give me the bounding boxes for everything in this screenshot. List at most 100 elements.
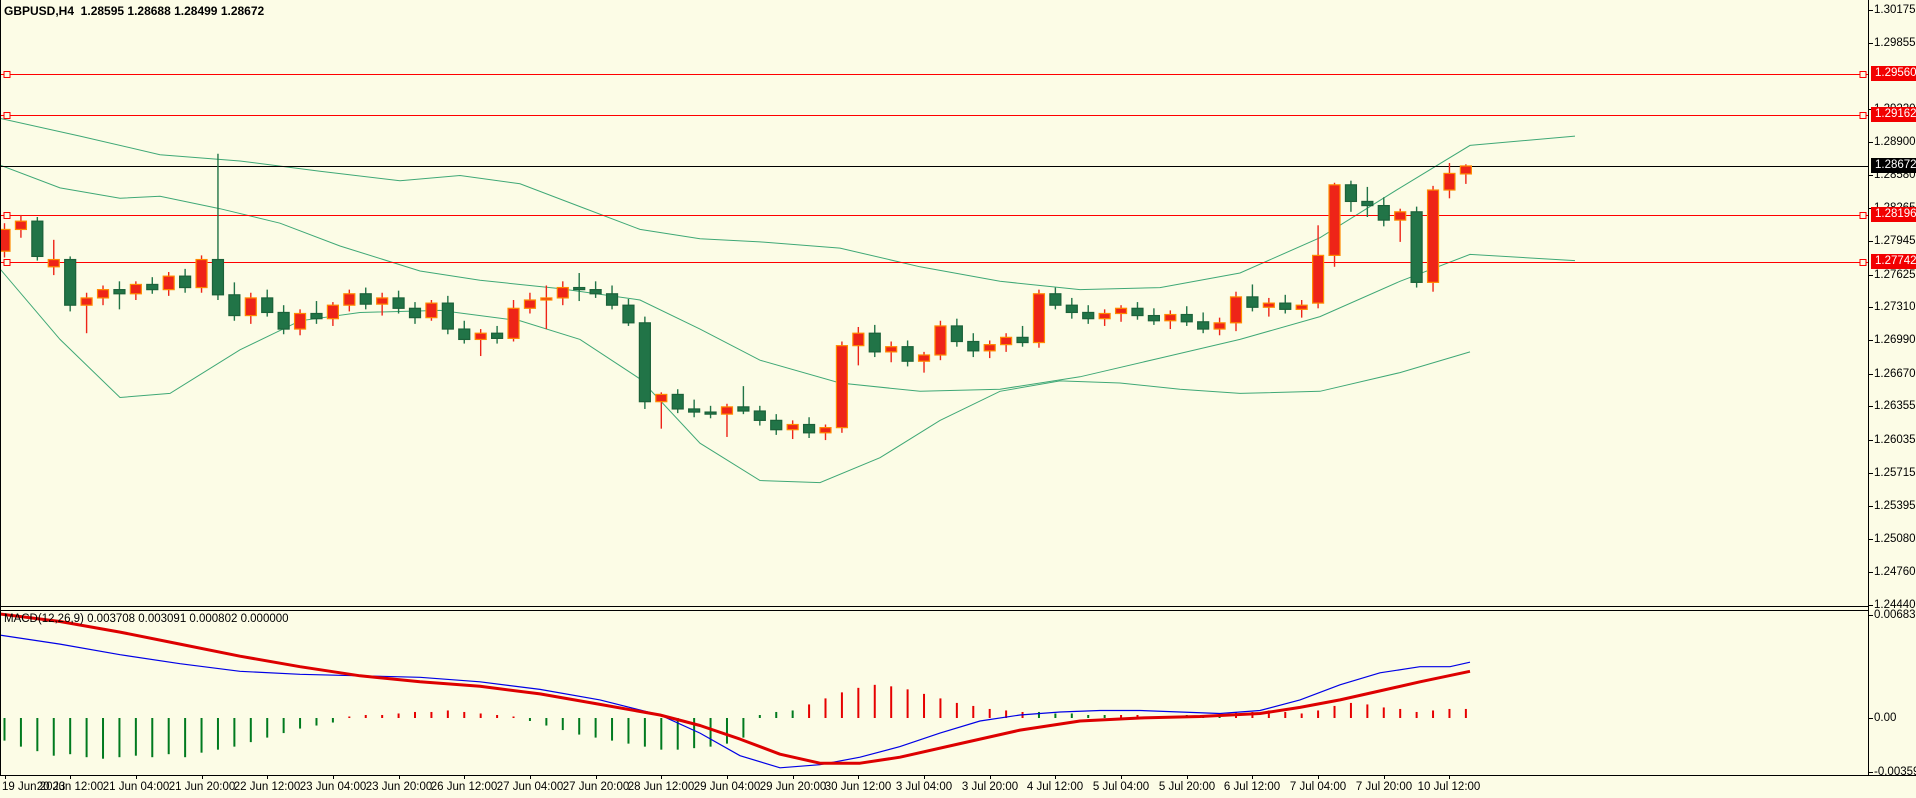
time-axis-label: 7 Jul 04:00 (1289, 781, 1347, 793)
macd-line (0, 634, 1471, 769)
price-axis-label: 1.27945 (1874, 235, 1916, 247)
time-axis-label: 21 Jun 20:00 (168, 781, 236, 793)
line-anchor-handle (1859, 71, 1867, 78)
candle-body (64, 258, 77, 306)
time-axis-label: 28 Jun 12:00 (627, 781, 695, 793)
candle-body (1279, 302, 1292, 310)
candle-body (96, 289, 110, 299)
candle-body (408, 307, 422, 319)
level-price-badge: 1.29162 (1871, 107, 1916, 122)
time-axis-label: 27 Jun 20:00 (562, 781, 630, 793)
time-axis-label: 27 Jun 04:00 (496, 781, 564, 793)
candle-body (1361, 200, 1374, 207)
candle-body (343, 293, 356, 306)
candle-body (1459, 165, 1472, 175)
candle-body (638, 322, 651, 403)
candle-body (113, 289, 126, 295)
candle-body (1426, 189, 1440, 283)
bollinger-middle-band (0, 164, 1576, 392)
candle-body (1377, 204, 1390, 221)
price-axis-label: 1.28900 (1874, 136, 1916, 148)
candle-body (1180, 313, 1193, 323)
time-axis-label: 23 Jun 04:00 (299, 781, 367, 793)
candle-body (786, 423, 799, 431)
time-axis-label: 5 Jul 20:00 (1158, 781, 1216, 793)
time-axis-label: 7 Jul 20:00 (1355, 781, 1413, 793)
candle-body (1262, 302, 1275, 308)
candle-body (1311, 254, 1325, 304)
candle-body (1114, 307, 1128, 315)
price-axis-label: 1.26990 (1874, 334, 1916, 346)
candle-body (802, 423, 816, 434)
price-axis-label: 1.29855 (1874, 37, 1916, 49)
macd-axis-label: 0.006832 (1874, 609, 1916, 621)
candle-body (195, 258, 208, 289)
candle-body (852, 332, 865, 347)
bollinger-lower-band (0, 268, 1471, 484)
line-anchor-handle (1859, 212, 1867, 219)
candle-body (507, 307, 520, 339)
candle-body (622, 304, 635, 324)
candle-body (1082, 311, 1095, 320)
candle-body (441, 302, 454, 330)
candle-body (425, 302, 438, 319)
candle-body (950, 325, 963, 343)
candle-body (1197, 321, 1210, 330)
candle-body (901, 346, 914, 362)
time-axis-label: 3 Jul 04:00 (895, 781, 953, 793)
candle-body (474, 332, 487, 341)
candle-body (228, 294, 241, 317)
candle-body (0, 228, 11, 252)
macd-signal-line (0, 612, 1471, 765)
line-anchor-handle (3, 259, 11, 266)
price-axis-label: 1.26670 (1874, 368, 1916, 380)
time-axis-label: 30 Jun 12:00 (824, 781, 892, 793)
candle-body (605, 293, 619, 306)
line-anchor-handle (1859, 259, 1867, 266)
candle-body (1328, 184, 1341, 256)
line-anchor-handle (3, 71, 11, 78)
candle-body (179, 275, 192, 289)
price-axis-label: 1.27625 (1874, 269, 1916, 281)
candle-body (80, 297, 93, 306)
price-axis-label: 1.26035 (1874, 434, 1916, 446)
candle-body (819, 427, 832, 434)
time-axis-label: 22 Jun 12:00 (233, 781, 301, 793)
candle-body (1394, 211, 1407, 221)
candle-body (1098, 312, 1111, 320)
time-axis-label: 23 Jun 20:00 (365, 781, 433, 793)
candle-body (885, 346, 898, 353)
candle-body (359, 293, 372, 305)
candle-body (293, 312, 307, 330)
candle-body (1229, 296, 1243, 324)
candle-body (261, 297, 274, 314)
candle-body (720, 406, 734, 415)
line-anchor-handle (1859, 112, 1867, 119)
price-lines[interactable] (0, 71, 1868, 266)
time-axis-label: 5 Jul 04:00 (1092, 781, 1150, 793)
candle-body (1164, 313, 1177, 322)
candlesticks (0, 153, 1472, 441)
candle-body (917, 354, 931, 362)
candle-body (967, 340, 980, 352)
candle-body (671, 393, 684, 410)
macd-axis-label: -0.003596 (1874, 766, 1916, 778)
current-price-badge: 1.28672 (1871, 158, 1916, 173)
candle-body (1000, 336, 1013, 346)
level-price-badge: 1.28196 (1871, 207, 1916, 222)
candle-body (868, 332, 881, 353)
candle-body (129, 283, 142, 295)
candle-body (326, 304, 339, 320)
candle-body (31, 220, 44, 258)
price-axis-label: 1.24440 (1874, 599, 1916, 611)
price-axis-label: 1.24760 (1874, 566, 1916, 578)
candle-body (1032, 293, 1046, 344)
candle-body (1246, 296, 1259, 308)
candle-body (277, 311, 290, 330)
macd-axis-label: 0.00 (1874, 712, 1897, 724)
candle-body (1295, 304, 1308, 310)
candle-body (1131, 307, 1144, 317)
candle-body (1147, 314, 1161, 322)
candle-body (47, 258, 60, 268)
